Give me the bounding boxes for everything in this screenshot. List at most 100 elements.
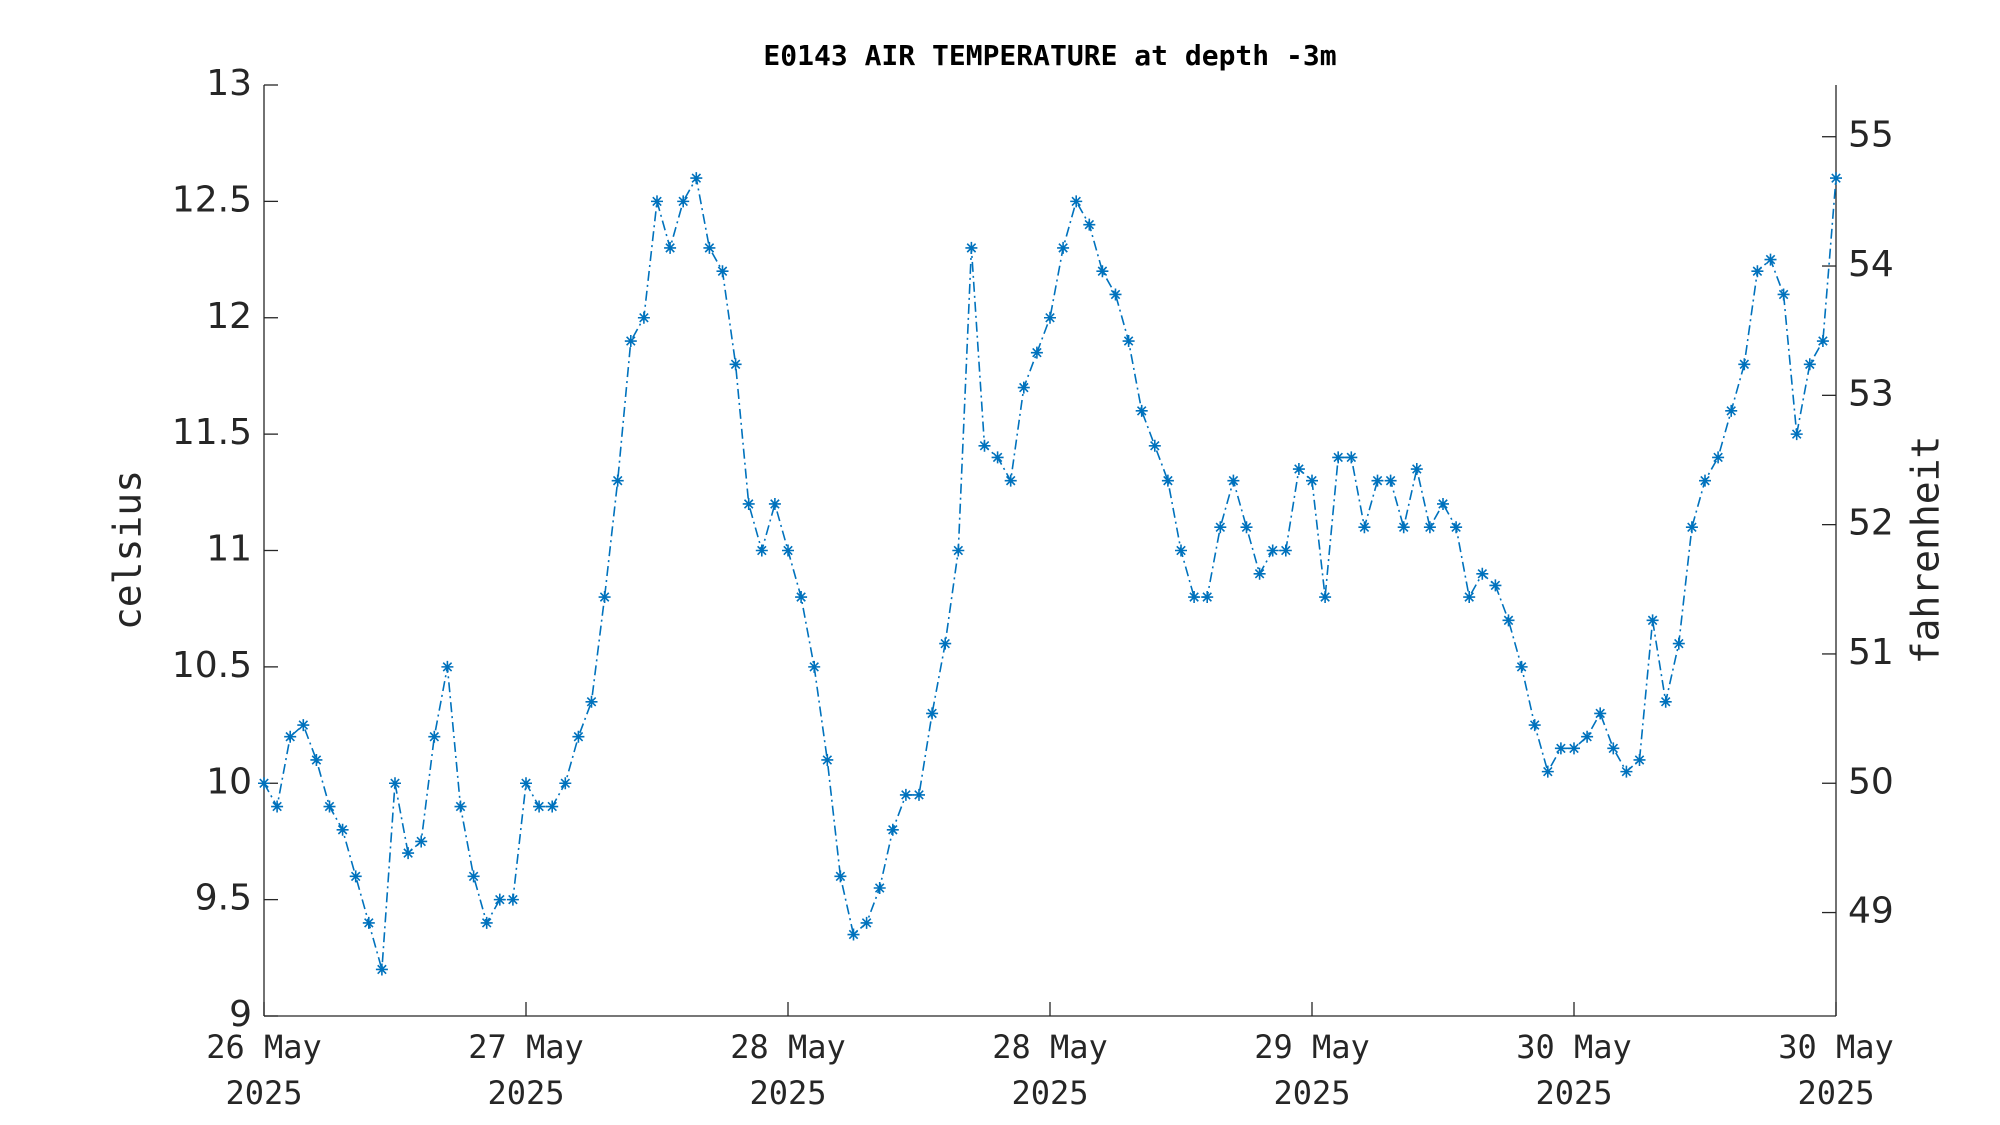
marker [493,893,506,906]
marker [1175,544,1187,557]
marker [1279,544,1292,557]
y2-tick-label: 53 [1848,373,1894,414]
marker [677,195,690,208]
marker [1044,311,1056,324]
y2-tick-label: 51 [1848,632,1894,673]
marker [873,881,886,894]
marker [1070,195,1083,208]
y-tick-label: 10 [206,761,252,802]
marker [886,823,899,836]
marker [310,753,323,766]
x-tick-label: 28 May 2025 [730,1028,846,1112]
marker [1161,474,1174,487]
marker [1345,451,1358,464]
marker [1476,567,1489,580]
chart-title: E0143 AIR TEMPERATURE at depth -3m [763,39,1336,72]
marker [1004,474,1017,487]
x-tick-label: 29 May 2025 [1254,1028,1370,1112]
marker [1319,591,1332,604]
marker [1358,521,1371,534]
marker [952,544,965,557]
y2-tick-label: 52 [1848,503,1894,544]
marker [1581,730,1594,743]
marker [1083,218,1096,231]
y2-tick-label: 55 [1848,115,1894,156]
marker [651,195,663,208]
marker [965,241,978,254]
y-tick-label: 11 [206,529,252,570]
marker [742,497,755,510]
marker [1214,521,1227,534]
marker [1672,637,1685,650]
marker [1659,695,1672,708]
marker [415,835,428,848]
marker [1594,707,1607,720]
x-tick-label: 26 May 2025 [206,1028,322,1112]
marker [1712,451,1725,464]
marker [782,544,794,557]
y2-tick-label: 49 [1848,891,1894,932]
marker [1685,521,1698,534]
marker [1266,544,1279,557]
marker [690,172,703,185]
marker [284,730,297,743]
marker [1620,765,1633,778]
marker [1135,404,1148,417]
marker [1332,451,1345,464]
marker [978,439,991,452]
marker [1528,719,1541,732]
marker [1568,742,1580,755]
marker [834,870,847,883]
marker [1790,428,1803,441]
marker [1738,358,1751,371]
marker [533,800,546,813]
marker [454,800,467,813]
marker [1201,591,1214,604]
marker [1384,474,1397,487]
marker [1423,521,1436,534]
marker [480,916,493,929]
marker [375,963,388,976]
x-tick-label: 28 May 2025 [992,1028,1108,1112]
marker [441,660,454,673]
marker [1751,265,1764,278]
marker [428,730,441,743]
marker [336,823,349,836]
marker [1803,358,1816,371]
marker [1227,474,1240,487]
marker [926,707,939,720]
marker [755,544,768,557]
marker [1764,253,1777,266]
marker [1502,614,1515,627]
marker [1017,381,1030,394]
marker [258,777,270,790]
marker [1699,474,1711,487]
marker [991,451,1004,464]
marker [402,847,415,860]
marker [860,916,873,929]
marker [1830,172,1842,185]
marker [1725,404,1738,417]
marker [611,474,624,487]
marker [362,916,375,929]
marker [546,800,559,813]
marker [1633,753,1646,766]
marker [664,241,677,254]
series-line [263,175,1837,970]
y-tick-label: 12.5 [172,179,252,220]
marker [271,800,284,813]
marker [716,265,729,278]
marker [821,753,834,766]
marker [703,241,716,254]
y-tick-label: 9.5 [195,878,252,919]
marker [1096,265,1109,278]
marker [349,870,362,883]
marker [297,719,310,732]
marker [1515,660,1528,673]
y-tick-label: 12 [206,296,252,337]
marker [1240,521,1253,534]
x-tick-label: 27 May 2025 [468,1028,584,1112]
marker [1306,474,1318,487]
y-tick-label: 11.5 [172,412,252,453]
